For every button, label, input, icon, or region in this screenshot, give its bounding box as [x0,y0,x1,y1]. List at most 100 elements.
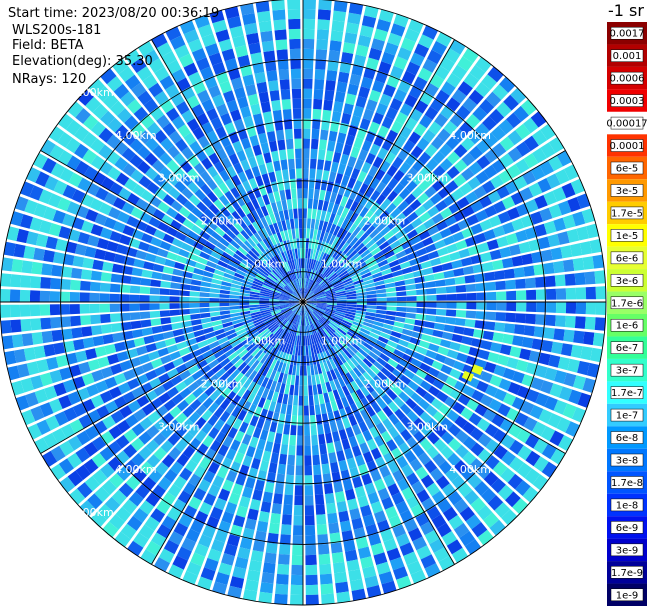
ppi-gate [79,292,90,302]
ppi-gate [443,270,455,279]
ppi-gate [287,282,295,292]
ppi-gate [313,260,319,271]
ppi-gate [285,219,291,230]
ppi-gate [404,28,420,43]
ppi-gate [289,297,300,301]
ppi-gate [303,0,316,10]
ppi-gate [344,32,358,45]
ppi-gate [324,311,334,318]
ppi-gate [406,251,418,261]
ppi-gate [452,128,467,143]
ppi-gate [325,291,336,296]
ppi-gate [251,347,261,357]
ppi-gate [286,312,294,320]
ppi-gate [41,330,53,344]
ppi-gate [352,476,363,489]
ppi-gate [347,498,359,511]
ppi-gate [206,178,218,191]
ppi-gate [75,160,90,176]
ppi-gate [201,157,213,170]
ppi-gate [343,244,352,255]
ppi-gate [325,233,333,244]
ppi-gate [143,98,159,113]
ppi-gate [183,505,198,519]
ppi-gate [275,328,284,338]
ppi-gate [558,386,573,401]
ppi-highlight-gate [461,370,474,382]
ppi-gate [50,463,66,481]
ppi-gate [382,323,394,331]
ppi-gate [304,445,311,456]
ppi-gate [523,325,535,337]
ppi-gate [318,149,326,160]
ppi-gate [379,160,391,173]
ppi-gate [260,342,270,352]
ppi-gate [399,217,411,229]
ppi-gate [350,200,359,212]
ppi-gate [156,524,172,539]
ppi-gate [232,35,246,48]
ppi-gate [143,261,155,271]
ppi-gate [195,375,207,387]
ppi-gate [431,136,445,150]
ppi-gate [440,364,453,375]
ppi-gate [48,223,62,237]
ppi-gate [455,430,469,444]
ppi-gate [304,485,314,496]
ppi-gate [267,260,276,270]
ppi-gate [297,248,301,259]
ppi-gate [145,253,157,263]
ppi-gate [188,194,201,206]
ppi-gate [365,99,378,112]
ppi-gate [27,423,42,440]
ppi-gate [261,312,272,318]
ppi-gate [224,268,236,276]
ppi-gate [261,388,270,399]
ppi-gate [308,395,314,406]
ppi-gate [533,326,545,338]
ppi-gate [304,465,313,476]
ppi-gate [435,475,450,490]
ppi-gate [315,414,323,425]
ppi-gate [314,69,326,80]
ppi-gate [187,38,203,53]
ppi-gate [299,385,303,396]
ppi-gate [236,207,246,219]
ppi-gate [347,177,357,189]
ppi-gate [252,221,261,232]
ppi-gate [161,214,174,226]
ppi-gate [369,379,379,390]
ppi-gate [273,314,283,321]
ppi-gate [319,373,325,384]
ppi-gate [166,59,182,75]
ppi-gate [305,564,318,576]
ppi-gate [236,505,248,518]
ppi-gate [466,302,477,310]
ppi-gate [294,325,298,336]
ppi-gate [369,228,380,239]
ppi-gate [31,261,43,275]
ppi-gate [234,358,244,369]
ppi-gate [374,169,386,181]
ppi-gate [456,105,471,120]
ppi-gate [359,361,370,371]
ppi-gate [223,325,235,332]
ppi-gate [181,432,194,445]
ppi-gate [256,196,265,208]
ppi-gate [374,478,386,492]
ppi-gate [196,256,208,265]
ppi-gate [366,298,377,302]
ppi-gate [119,284,131,293]
ppi-gate [286,284,294,293]
ppi-gate [386,164,398,177]
ppi-gate [332,236,340,247]
ppi-gate [81,326,93,337]
ppi-gate [480,394,494,407]
ppi-gate [467,130,483,145]
ppi-gate [437,346,449,356]
ppi-gate [271,257,279,267]
ppi-gate [130,437,145,452]
ppi-gate [304,305,308,316]
ppi-gate [446,539,463,555]
ppi-gate [580,346,593,361]
